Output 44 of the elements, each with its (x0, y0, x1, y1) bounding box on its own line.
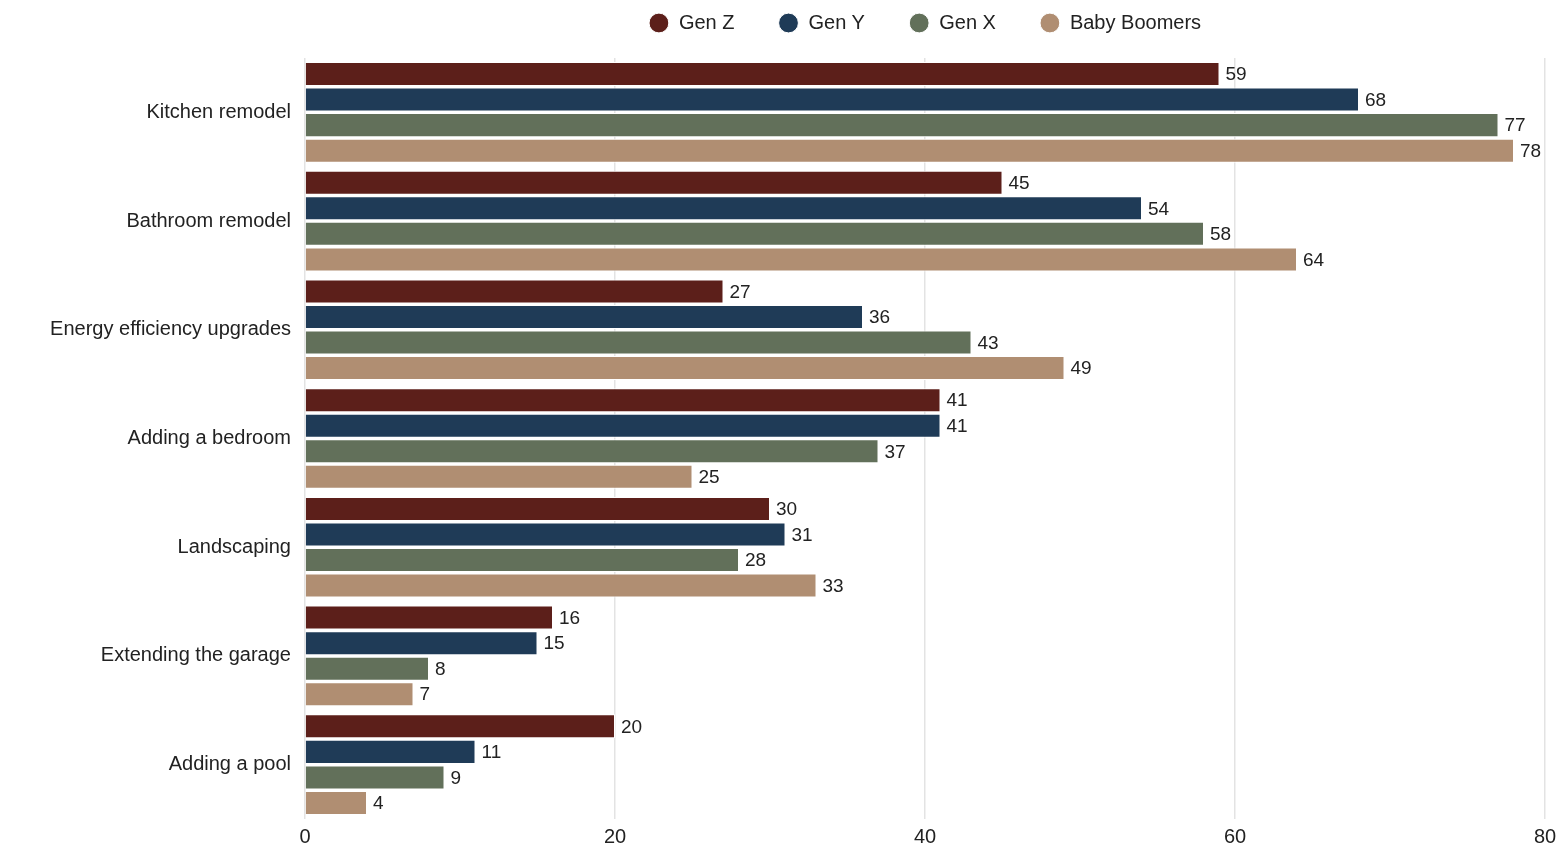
data-label: 58 (1210, 223, 1232, 245)
y-tick-label: Adding a bedroom (127, 426, 291, 449)
x-tick-label: 0 (299, 824, 311, 845)
legend-label: Baby Boomers (1069, 10, 1202, 33)
y-tick-label: Bathroom remodel (126, 208, 291, 231)
data-label: 7 (419, 683, 431, 705)
data-label: 41 (946, 389, 968, 411)
legend-label: Gen Z (678, 10, 735, 33)
data-label: 68 (1365, 88, 1387, 110)
x-tick-label: 80 (1533, 824, 1557, 845)
data-label: 11 (481, 741, 502, 763)
y-tick-label: Energy efficiency upgrades (50, 317, 291, 340)
data-label: 33 (822, 574, 844, 596)
data-label: 43 (977, 331, 999, 353)
data-label: 25 (698, 466, 720, 488)
data-label: 36 (869, 306, 891, 328)
data-label: 49 (1070, 357, 1092, 379)
y-tick-label: Adding a pool (168, 752, 291, 775)
x-tick-label: 60 (1223, 824, 1247, 845)
x-tick-label: 20 (603, 824, 627, 845)
legend-label: Gen X (939, 10, 996, 33)
data-label: 28 (745, 549, 767, 571)
data-label: 64 (1303, 248, 1325, 270)
data-label: 30 (776, 498, 798, 520)
data-label: 15 (543, 632, 565, 654)
data-label: 41 (946, 414, 968, 436)
data-label: 4 (373, 792, 384, 814)
data-label: 27 (729, 280, 751, 302)
data-label: 45 (1008, 171, 1030, 193)
data-label: 77 (1504, 114, 1526, 136)
data-label: 37 (884, 440, 906, 462)
data-label: 59 (1225, 63, 1247, 85)
data-label: 9 (450, 766, 462, 788)
legend-label: Gen Y (808, 10, 865, 33)
data-label: 8 (435, 657, 446, 679)
data-label: 54 (1148, 197, 1170, 219)
data-label: 78 (1520, 139, 1542, 161)
data-label: 31 (791, 523, 813, 545)
y-tick-label: Kitchen remodel (146, 99, 291, 122)
data-label: 16 (559, 606, 581, 628)
data-label: 20 (621, 715, 643, 737)
y-tick-label: Landscaping (177, 534, 291, 557)
x-tick-label: 40 (913, 824, 937, 845)
y-tick-label: Extending the garage (100, 643, 291, 666)
